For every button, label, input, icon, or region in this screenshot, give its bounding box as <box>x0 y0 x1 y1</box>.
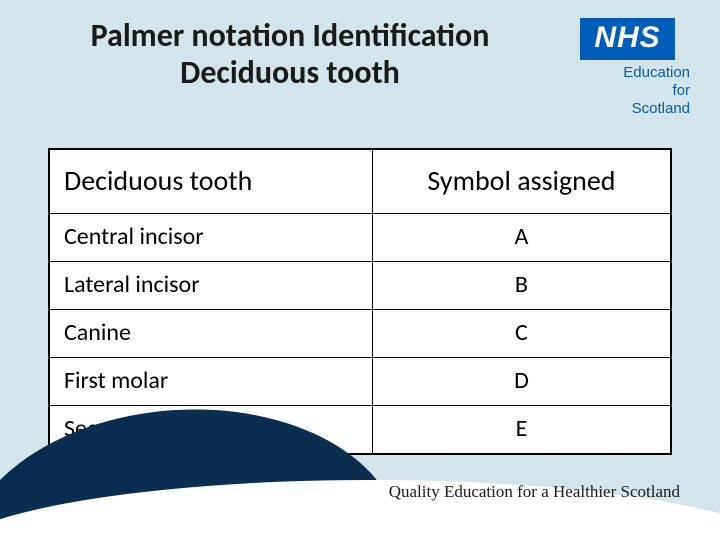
nhs-logo: NHS Education for Scotland <box>565 18 690 118</box>
logo-sub-3: Scotland <box>632 100 690 117</box>
cell-tooth: First molar <box>50 358 373 406</box>
tooth-table: Deciduous tooth Symbol assigned Central … <box>48 148 672 455</box>
table-row: Canine C <box>50 310 671 358</box>
cell-symbol: E <box>372 406 670 454</box>
nhs-logo-subtitle: Education for Scotland <box>565 64 690 118</box>
footer-tagline: Quality Education for a Healthier Scotla… <box>389 482 680 502</box>
cell-symbol: D <box>372 358 670 406</box>
logo-sub-2: for <box>672 82 690 99</box>
slide: Palmer notation Identification Deciduous… <box>0 0 720 540</box>
cell-tooth: Canine <box>50 310 373 358</box>
cell-symbol: A <box>372 214 670 262</box>
cell-tooth: Central incisor <box>50 214 373 262</box>
table: Deciduous tooth Symbol assigned Central … <box>49 149 671 454</box>
title-line-1: Palmer notation Identification <box>91 16 490 55</box>
cell-tooth: Lateral incisor <box>50 262 373 310</box>
table-row: Central incisor A <box>50 214 671 262</box>
table-row: Lateral incisor B <box>50 262 671 310</box>
col-header-tooth: Deciduous tooth <box>50 150 373 214</box>
slide-title: Palmer notation Identification Deciduous… <box>40 18 540 92</box>
title-line-2: Deciduous tooth <box>180 53 400 92</box>
cell-symbol: B <box>372 262 670 310</box>
cell-symbol: C <box>372 310 670 358</box>
nhs-logo-box: NHS <box>580 18 674 60</box>
logo-sub-1: Education <box>623 64 690 81</box>
col-header-symbol: Symbol assigned <box>372 150 670 214</box>
table-row: First molar D <box>50 358 671 406</box>
table-header-row: Deciduous tooth Symbol assigned <box>50 150 671 214</box>
